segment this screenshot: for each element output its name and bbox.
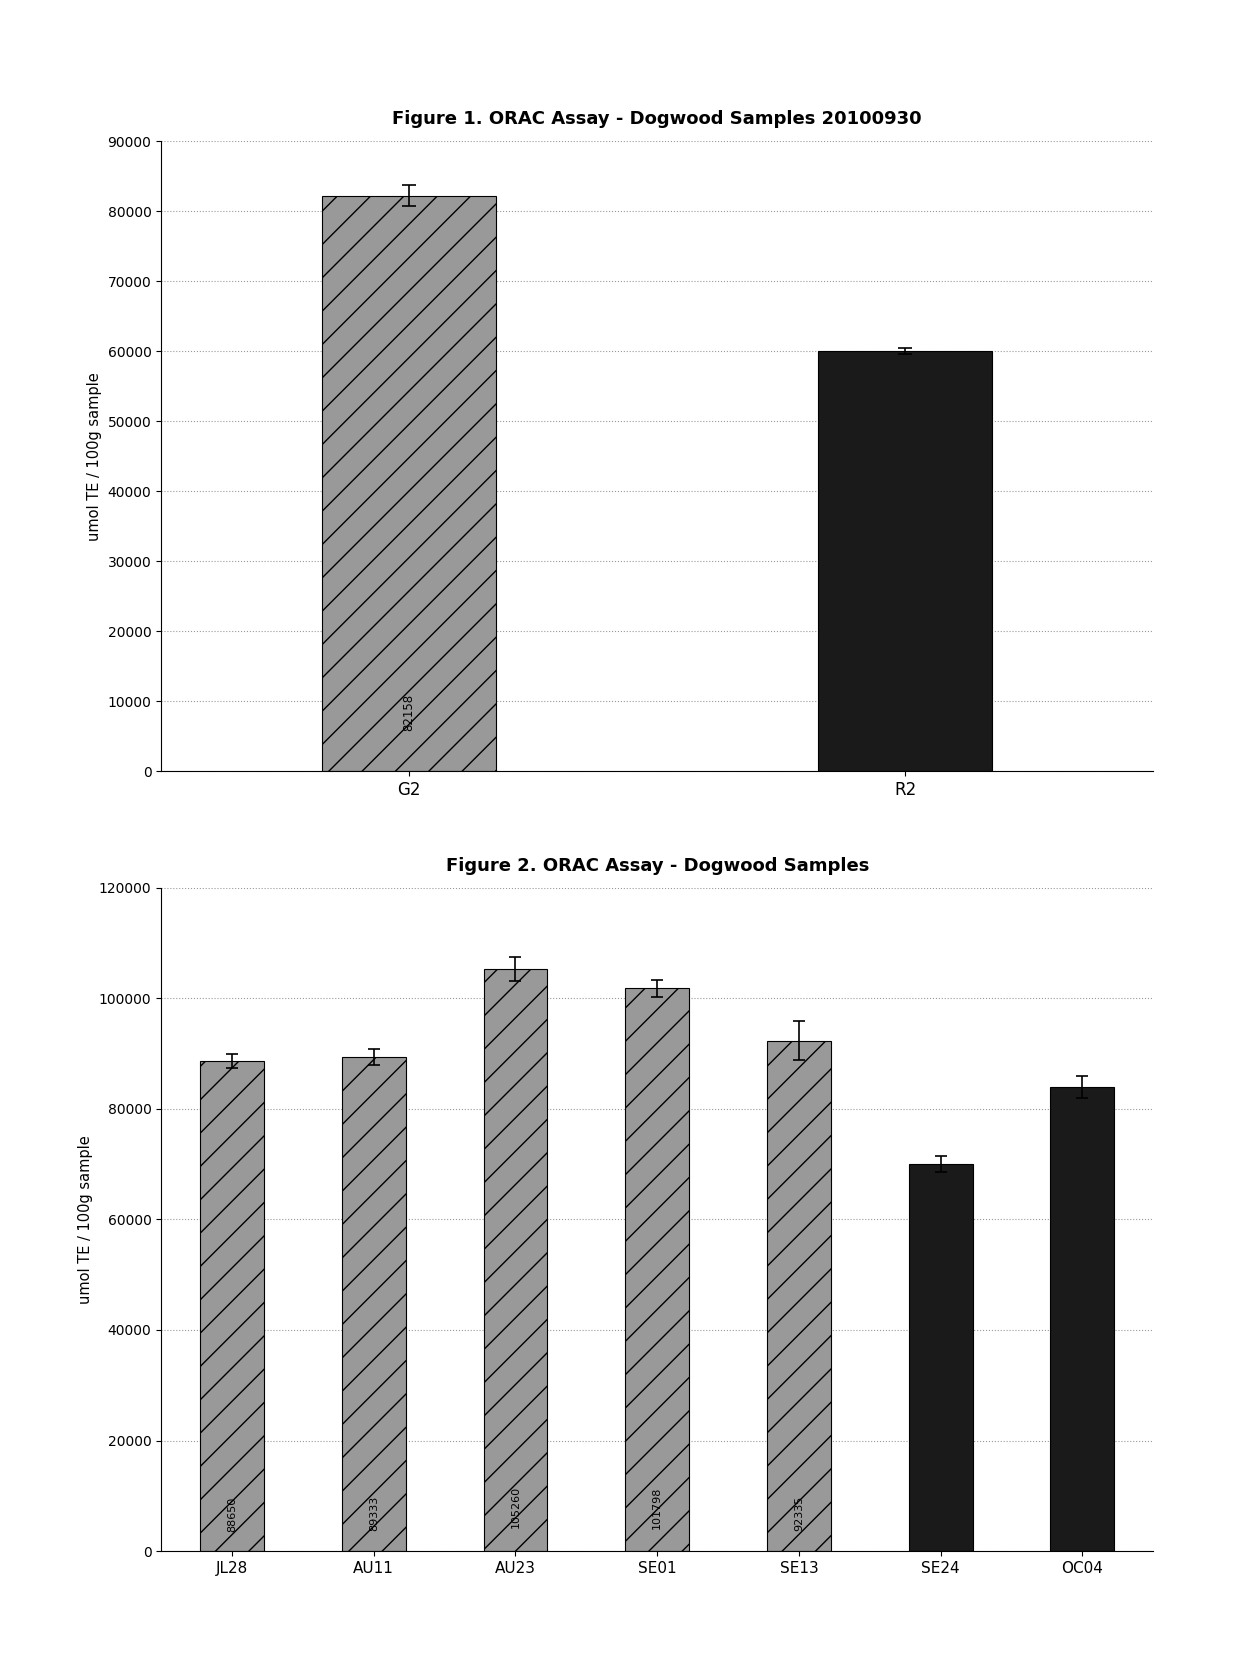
Title: Figure 1. ORAC Assay - Dogwood Samples 20100930: Figure 1. ORAC Assay - Dogwood Samples 2… <box>392 111 923 128</box>
Bar <box>484 969 547 1551</box>
Text: 101798: 101798 <box>652 1486 662 1528</box>
Bar <box>200 1062 264 1551</box>
Title: Figure 2. ORAC Assay - Dogwood Samples: Figure 2. ORAC Assay - Dogwood Samples <box>445 858 869 874</box>
Y-axis label: umol TE / 100g sample: umol TE / 100g sample <box>78 1135 93 1304</box>
Bar <box>1050 1087 1115 1551</box>
Bar <box>322 196 496 771</box>
Text: 92335: 92335 <box>794 1495 804 1531</box>
Text: 88650: 88650 <box>227 1496 237 1531</box>
Y-axis label: umol TE / 100g sample: umol TE / 100g sample <box>87 372 102 541</box>
Bar <box>625 989 689 1551</box>
Bar <box>818 352 992 771</box>
Bar <box>768 1040 831 1551</box>
Text: 82158: 82158 <box>403 693 415 732</box>
Bar <box>909 1165 972 1551</box>
Bar <box>342 1057 405 1551</box>
Text: 89333: 89333 <box>368 1496 378 1531</box>
Text: 105260: 105260 <box>511 1486 521 1528</box>
